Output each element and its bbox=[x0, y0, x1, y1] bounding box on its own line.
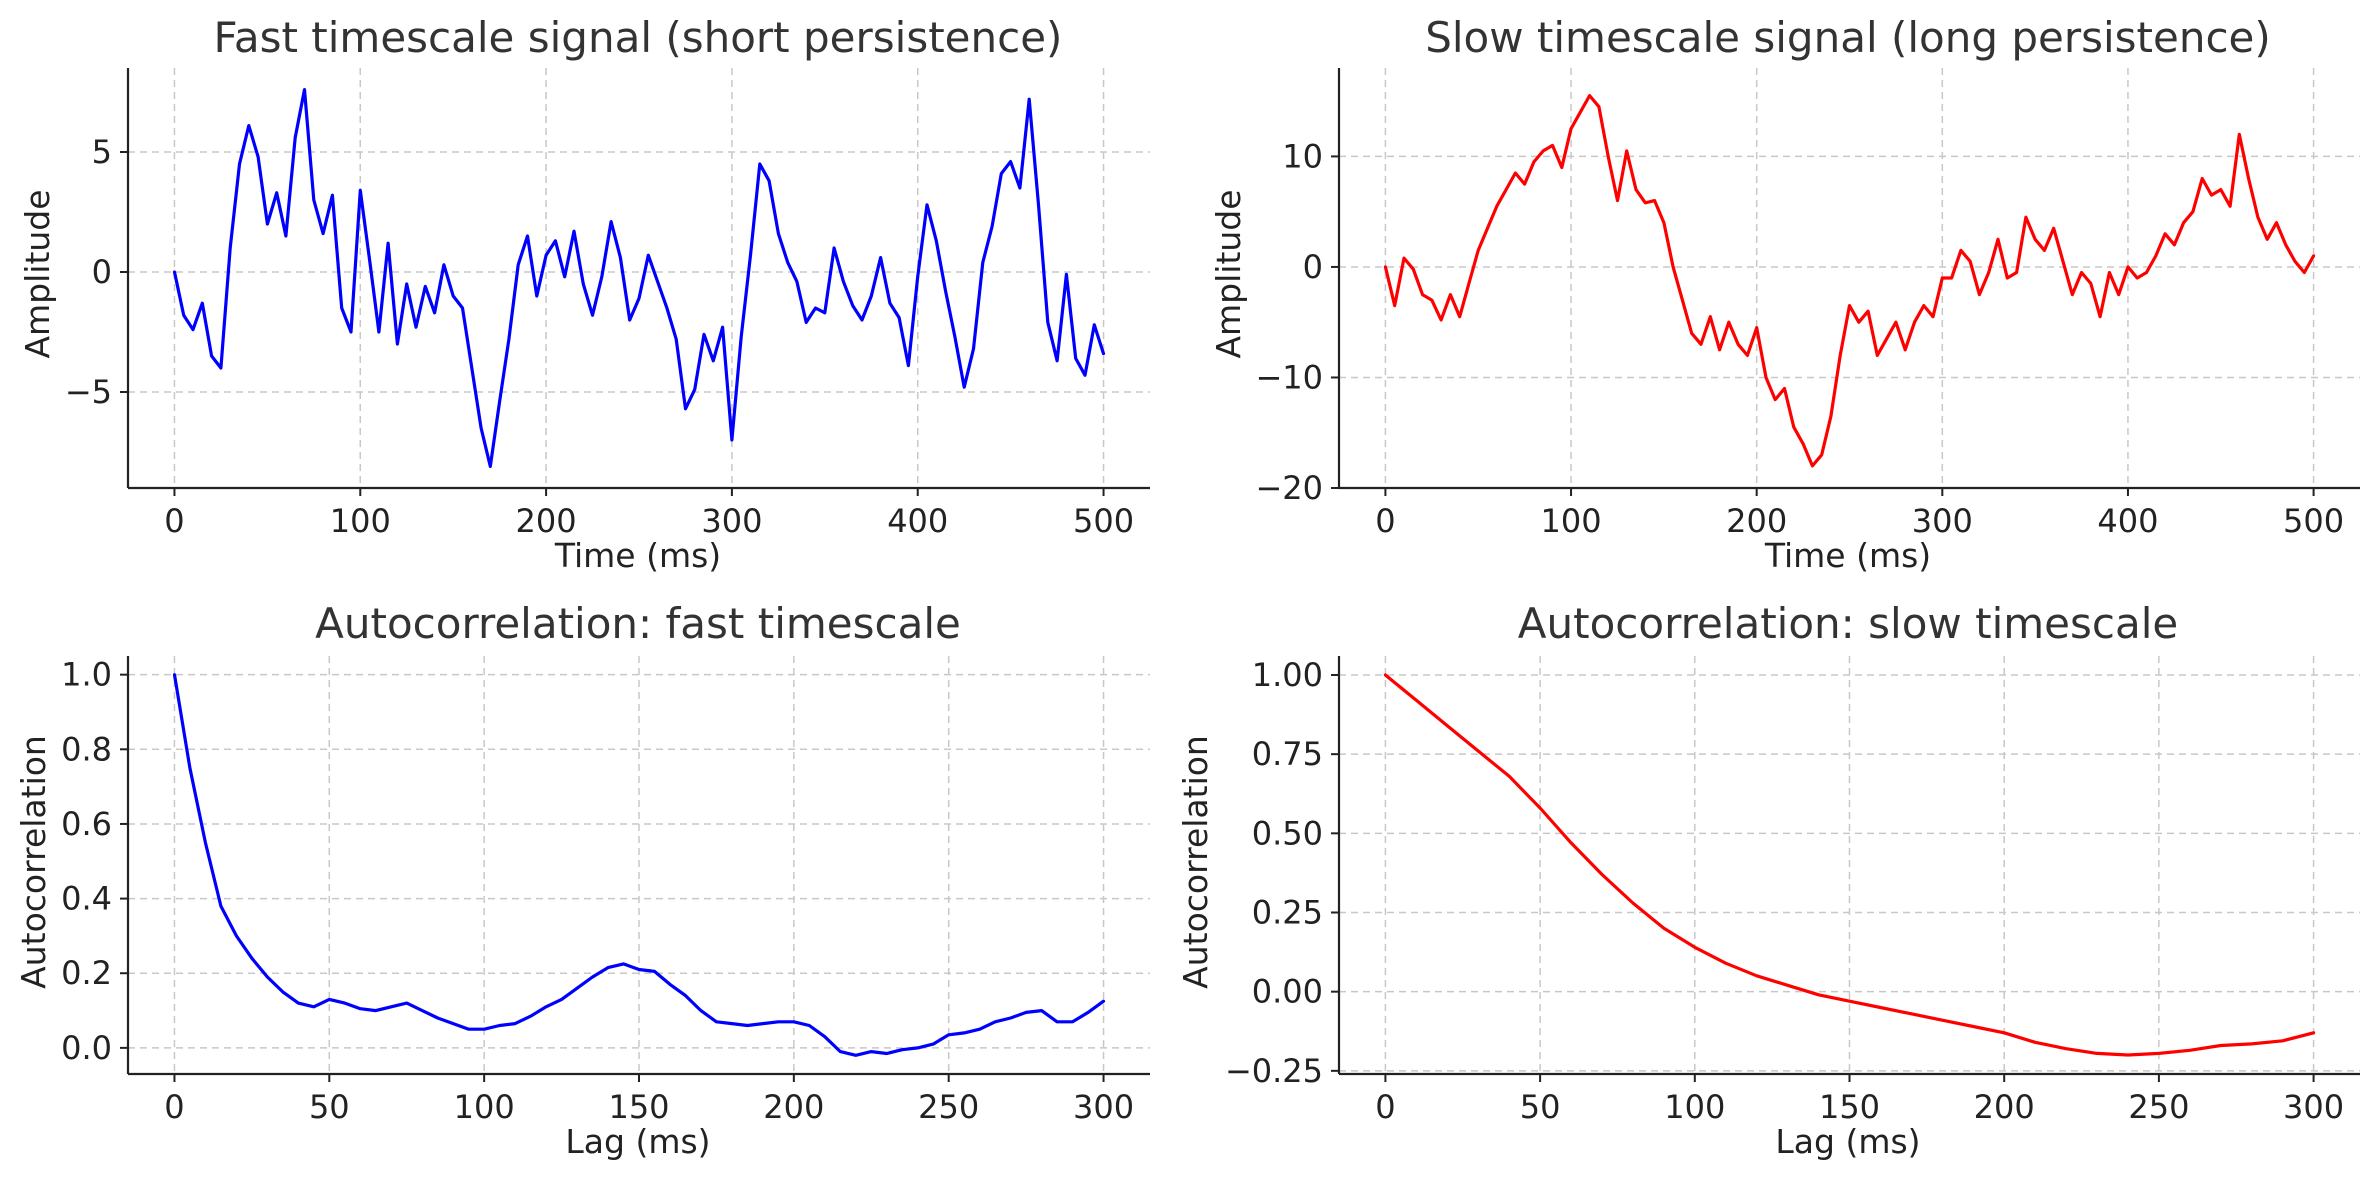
x-tick-label: 50 bbox=[1520, 1088, 1561, 1126]
series-line bbox=[172, 87, 1106, 468]
chart-title: Autocorrelation: slow timescale bbox=[1518, 599, 2178, 648]
panel-slow-autocorrelation: Autocorrelation: slow timescale Lag (ms)… bbox=[1176, 599, 2360, 1161]
grid bbox=[1339, 656, 2360, 1074]
grid bbox=[1339, 68, 2360, 489]
y-tick-label: 0 bbox=[92, 253, 112, 291]
y-tick-label: 0.0 bbox=[61, 1029, 112, 1067]
grid bbox=[128, 656, 1150, 1074]
x-tick-label: 100 bbox=[330, 502, 391, 540]
x-tick-label: 300 bbox=[1912, 502, 1973, 540]
y-tick-label: 0.4 bbox=[61, 880, 112, 918]
chart-title: Autocorrelation: fast timescale bbox=[315, 599, 961, 648]
axis-ticks: 0 100 200 300 400 500 −5 0 5 bbox=[65, 133, 1134, 540]
x-tick-label: 200 bbox=[1726, 502, 1787, 540]
x-axis-label: Lag (ms) bbox=[1775, 1122, 1920, 1161]
y-tick-label: 10 bbox=[1282, 137, 1323, 175]
x-tick-label: 250 bbox=[2128, 1088, 2189, 1126]
x-tick-label: 50 bbox=[309, 1088, 350, 1126]
x-tick-label: 300 bbox=[1073, 1088, 1134, 1126]
series-lines bbox=[1383, 93, 2316, 468]
x-tick-label: 100 bbox=[1541, 502, 1602, 540]
y-tick-label: 0 bbox=[1303, 248, 1323, 286]
y-tick-label: 0.6 bbox=[61, 805, 112, 843]
x-axis-label: Time (ms) bbox=[1764, 536, 1931, 575]
x-tick-label: 400 bbox=[2097, 502, 2158, 540]
panel-fast-autocorrelation: Autocorrelation: fast timescale Lag (ms)… bbox=[14, 599, 1150, 1161]
y-tick-label: 1.0 bbox=[61, 656, 112, 694]
y-tick-label: 5 bbox=[92, 133, 112, 171]
series-lines bbox=[172, 673, 1106, 1057]
x-tick-label: 200 bbox=[1974, 1088, 2035, 1126]
x-tick-label: 250 bbox=[918, 1088, 979, 1126]
x-axis-label: Lag (ms) bbox=[565, 1122, 710, 1161]
x-tick-label: 500 bbox=[2283, 502, 2344, 540]
y-tick-label: 0.2 bbox=[61, 954, 112, 992]
x-tick-label: 100 bbox=[1664, 1088, 1725, 1126]
x-tick-label: 0 bbox=[164, 1088, 184, 1126]
x-tick-label: 200 bbox=[763, 1088, 824, 1126]
x-tick-label: 0 bbox=[1375, 502, 1395, 540]
x-tick-label: 500 bbox=[1073, 502, 1134, 540]
series-line bbox=[1383, 673, 2316, 1057]
y-axis-label: Autocorrelation bbox=[14, 735, 53, 989]
axis-ticks: 0 100 200 300 400 500 −20 −10 0 10 bbox=[1255, 137, 2344, 540]
chart-title: Fast timescale signal (short persistence… bbox=[214, 13, 1063, 62]
y-axis-label: Autocorrelation bbox=[1176, 735, 1215, 989]
x-tick-label: 0 bbox=[164, 502, 184, 540]
y-tick-label: 0.8 bbox=[61, 730, 112, 768]
series-line bbox=[1383, 93, 2316, 468]
y-tick-label: 1.00 bbox=[1252, 656, 1323, 694]
x-tick-label: 300 bbox=[2283, 1088, 2344, 1126]
y-tick-label: 0.75 bbox=[1252, 735, 1323, 773]
panel-fast-signal: Fast timescale signal (short persistence… bbox=[18, 13, 1150, 575]
y-axis-label: Amplitude bbox=[18, 189, 57, 358]
y-tick-label: 0.25 bbox=[1252, 894, 1323, 932]
y-tick-label: 0.00 bbox=[1252, 973, 1323, 1011]
x-tick-label: 400 bbox=[887, 502, 948, 540]
grid bbox=[128, 68, 1150, 488]
axes-spines bbox=[1337, 68, 2360, 490]
x-axis-label: Time (ms) bbox=[554, 536, 721, 575]
y-tick-label: 0.50 bbox=[1252, 814, 1323, 852]
axis-ticks: 0 50 100 150 200 250 300 0.0 0.2 0.4 0.6 0.8 1.0 bbox=[61, 656, 1134, 1126]
x-tick-label: 200 bbox=[516, 502, 577, 540]
axis-ticks: 0 50 100 150 200 250 300 −0.25 0.00 0.25 0.50 0.75 1… bbox=[1225, 656, 2344, 1126]
y-axis-label: Amplitude bbox=[1209, 189, 1248, 358]
series-lines bbox=[1383, 673, 2316, 1057]
x-tick-label: 0 bbox=[1375, 1088, 1395, 1126]
series-lines bbox=[172, 87, 1106, 468]
series-line bbox=[172, 673, 1106, 1057]
y-tick-label: −0.25 bbox=[1225, 1052, 1323, 1090]
chart-title: Slow timescale signal (long persistence) bbox=[1425, 13, 2271, 62]
x-tick-label: 300 bbox=[701, 502, 762, 540]
x-tick-label: 150 bbox=[608, 1088, 669, 1126]
y-tick-label: −10 bbox=[1255, 358, 1323, 396]
x-tick-label: 100 bbox=[454, 1088, 515, 1126]
axes-spines bbox=[126, 68, 1150, 490]
y-tick-label: −5 bbox=[65, 373, 112, 411]
x-tick-label: 150 bbox=[1819, 1088, 1880, 1126]
y-tick-label: −20 bbox=[1255, 469, 1323, 507]
panel-slow-signal: Slow timescale signal (long persistence)… bbox=[1209, 13, 2360, 575]
